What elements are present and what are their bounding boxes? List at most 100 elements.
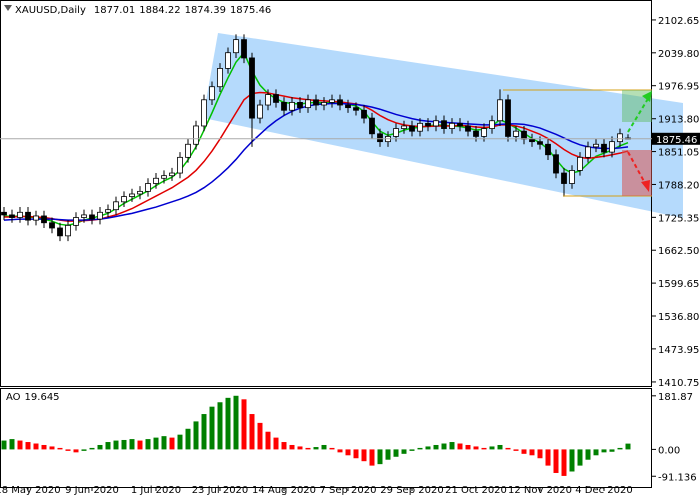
ao-title: AO <box>6 392 21 403</box>
candle-body <box>537 141 543 145</box>
ao-bar <box>449 442 455 450</box>
ao-bar <box>353 449 359 459</box>
y-tick-label: 181.87 <box>658 392 693 403</box>
candle-body <box>65 224 71 237</box>
ao-bar <box>1 440 7 450</box>
candle-body <box>577 156 583 171</box>
candle-body <box>441 120 447 129</box>
y-tick-label: 1662.50 <box>658 246 699 257</box>
ao-bar <box>65 449 71 451</box>
candle-body <box>241 39 247 59</box>
ao-bar <box>561 449 567 476</box>
ao-bar <box>593 449 599 456</box>
ao-bar <box>441 443 447 450</box>
ao-bar <box>201 414 207 450</box>
candle-body <box>497 99 503 122</box>
ao-bar <box>337 449 343 453</box>
candle-body <box>417 122 423 132</box>
candle-body <box>281 102 287 111</box>
candle-body <box>17 211 23 218</box>
ao-bar <box>465 444 471 450</box>
symbol-title: XAUUSD,Daily <box>15 5 86 16</box>
ao-bar <box>513 449 519 451</box>
ao-bar <box>361 449 367 462</box>
ao-bar <box>433 444 439 450</box>
ao-bar <box>81 449 87 451</box>
candle-body <box>161 175 167 179</box>
ao-bar <box>185 428 191 450</box>
ao-bar <box>417 447 423 450</box>
candle-body <box>257 104 263 119</box>
candle-body <box>105 209 111 213</box>
candle-body <box>297 102 303 109</box>
candle-body <box>489 120 495 129</box>
candle-body <box>353 107 359 111</box>
candle-body <box>601 143 607 153</box>
candle-body <box>145 183 151 192</box>
ao-bar <box>73 449 79 453</box>
candle-body <box>41 215 47 224</box>
chart-header: XAUUSD,Daily 1877.01 1884.22 1874.39 1875.46 <box>15 5 271 16</box>
candle-body <box>473 130 479 137</box>
candle-body <box>593 143 599 148</box>
ao-bar <box>393 449 399 457</box>
ao-bar <box>489 446 495 450</box>
candle-body <box>49 222 55 229</box>
symbol-icon <box>4 5 12 11</box>
ao-bar <box>281 442 287 450</box>
candle-body <box>305 99 311 109</box>
ao-bar <box>369 449 375 466</box>
low-value: 1874.39 <box>185 5 226 16</box>
ao-bar <box>569 449 575 472</box>
open-value: 1877.01 <box>94 5 135 16</box>
candle-body <box>233 39 239 54</box>
ao-bar <box>209 406 215 450</box>
y-tick-label: 1976.95 <box>658 82 699 93</box>
ao-bar <box>17 440 23 450</box>
candle-body <box>201 99 207 127</box>
forecast-overlay <box>503 89 652 197</box>
candle-body <box>609 141 615 153</box>
candle-body <box>521 130 527 140</box>
ao-bar <box>49 446 55 450</box>
y-tick-label: 0.00 <box>658 445 680 456</box>
candle-body <box>457 122 463 127</box>
candle-body <box>377 133 383 143</box>
candle-body <box>425 122 431 127</box>
ao-bar <box>601 449 607 453</box>
candle-body <box>1 211 7 216</box>
ao-bar <box>473 446 479 450</box>
candle-body <box>217 68 223 88</box>
ao-bar <box>585 449 591 460</box>
high-value: 1884.22 <box>139 5 180 16</box>
ao-bar <box>105 442 111 450</box>
ao-bar <box>481 447 487 450</box>
ao-bar <box>529 449 535 456</box>
ao-bar <box>129 439 135 450</box>
candle-body <box>529 138 535 143</box>
candle-body <box>9 214 15 218</box>
current-price-box <box>652 132 700 145</box>
candle-body <box>265 94 271 106</box>
ao-bar <box>553 449 559 473</box>
y-tick-label: 1410.75 <box>658 378 699 389</box>
ao-bar <box>177 434 183 450</box>
candle-body <box>81 214 87 218</box>
y-tick-label: 1599.65 <box>658 279 699 290</box>
ao-bar <box>89 447 95 450</box>
ao-bar <box>425 446 431 450</box>
ao-bar <box>25 442 31 450</box>
ao-bar <box>521 449 527 454</box>
candle-body <box>113 201 119 211</box>
x-tick-label: 18 May 2020 <box>0 485 61 496</box>
candle-body <box>481 128 487 137</box>
ao-bar <box>321 444 327 450</box>
candle-body <box>97 211 103 220</box>
ao-bar <box>193 421 199 450</box>
ao-bar <box>385 449 391 460</box>
candle-body <box>193 125 199 145</box>
candle-body <box>361 109 367 119</box>
candle-body <box>129 193 135 197</box>
candle-body <box>329 99 335 103</box>
ao-bar <box>225 397 231 450</box>
